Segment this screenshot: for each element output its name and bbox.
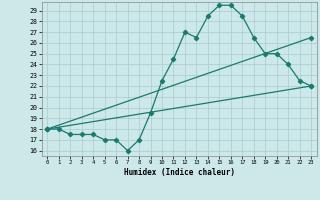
X-axis label: Humidex (Indice chaleur): Humidex (Indice chaleur)	[124, 168, 235, 177]
